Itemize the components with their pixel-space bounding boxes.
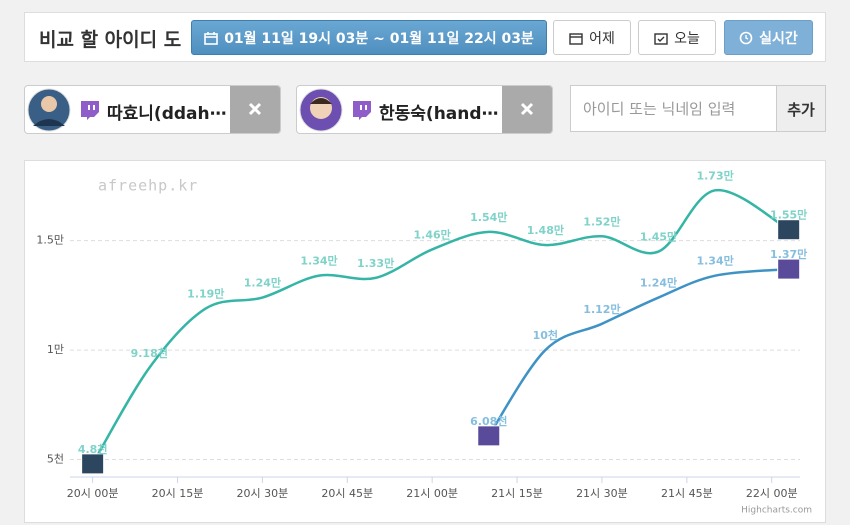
series-line [91, 189, 790, 465]
chip-name: 따효니(ddah⋯ [107, 104, 227, 124]
data-label: 4.8천 [78, 442, 108, 456]
search-input[interactable]: 아이디 또는 닉네임 입력 [570, 85, 777, 132]
button-label: 어제 [589, 30, 615, 47]
header-title: 비교 할 아이디 도 [39, 29, 182, 51]
close-icon [520, 102, 534, 116]
credit: Highcharts.com [741, 506, 812, 516]
x-tick-label: 21시 00분 [406, 487, 458, 500]
data-label: 1.45만 [640, 230, 677, 244]
data-label: 1.24만 [244, 276, 281, 290]
data-label: 1.34만 [300, 254, 337, 268]
data-label: 9.18천 [131, 346, 168, 360]
streamer-chip: 따효니(ddah⋯ [24, 85, 281, 134]
data-label: 1.19만 [187, 286, 224, 300]
x-tick-label: 20시 00분 [67, 487, 119, 500]
data-label: 1.54만 [470, 210, 507, 224]
calendar-icon [569, 32, 583, 45]
chip-icons [299, 88, 371, 132]
data-label: 1.33만 [357, 256, 394, 270]
x-tick-label: 21시 45분 [661, 487, 713, 500]
data-label: 1.52만 [583, 214, 620, 228]
add-button[interactable]: 추가 [776, 85, 826, 132]
x-tick-label: 21시 30분 [576, 487, 628, 500]
button-label: 오늘 [674, 30, 700, 47]
data-label: 1.46만 [414, 227, 451, 241]
chip-name: 한동숙(hand⋯ [379, 104, 499, 124]
x-tick-label: 20시 45분 [321, 487, 373, 500]
x-tick-label: 22시 00분 [746, 487, 798, 500]
streamer-chip: 한동숙(hand⋯ [296, 85, 553, 134]
yesterday-button[interactable]: 어제 [553, 20, 631, 55]
data-label: 1.48만 [527, 223, 564, 237]
data-label: 1.12만 [583, 302, 620, 316]
calendar-check-icon [654, 32, 668, 45]
watermark: afreehp.kr [98, 177, 198, 195]
x-tick-label: 20시 15분 [152, 487, 204, 500]
x-tick-label: 21시 15분 [491, 487, 543, 500]
data-label: 1.24만 [640, 276, 677, 290]
today-button[interactable]: 오늘 [638, 20, 716, 55]
avatar-marker [477, 425, 501, 447]
data-label: 1.34만 [696, 254, 733, 268]
header-panel: 비교 할 아이디 도 01월 11일 19시 03분 ~ 01월 11일 22시… [24, 12, 826, 62]
clock-icon [739, 31, 753, 44]
chart-panel: afreehp.kr 5천 1만 1.5만 20시 00분 20시 15분 20시 30분 2… [24, 160, 826, 523]
remove-button[interactable] [502, 86, 552, 133]
date-range-text: 01월 11일 19시 03분 ~ 01월 11일 22시 03분 [224, 30, 534, 47]
y-tick-label: 1.5만 [36, 234, 64, 247]
data-label: 1.73만 [696, 168, 733, 182]
close-icon [248, 102, 262, 116]
avatar-marker [777, 219, 801, 241]
realtime-button[interactable]: 실시간 [724, 20, 813, 55]
button-label: 실시간 [759, 30, 798, 47]
chart: afreehp.kr 5천 1만 1.5만 20시 00분 20시 15분 20시 30분 2… [36, 168, 812, 515]
data-label: 1.37만 [770, 247, 807, 261]
plot: afreehp.kr 5천 1만 1.5만 20시 00분 20시 15분 20시 30분 2… [36, 168, 812, 515]
data-label: 10천 [533, 328, 558, 342]
series-line [487, 267, 789, 437]
calendar-icon [204, 31, 218, 45]
avatar-marker [777, 258, 801, 280]
chip-icons [27, 88, 99, 132]
y-tick-label: 5천 [47, 451, 64, 465]
data-label: 1.55만 [770, 208, 807, 222]
date-range-button[interactable]: 01월 11일 19시 03분 ~ 01월 11일 22시 03분 [191, 20, 547, 55]
data-label: 6.08천 [470, 414, 507, 428]
y-tick-label: 1만 [47, 343, 64, 356]
avatar-marker [81, 453, 105, 475]
x-tick-label: 20시 30분 [237, 487, 289, 500]
remove-button[interactable] [230, 86, 280, 133]
